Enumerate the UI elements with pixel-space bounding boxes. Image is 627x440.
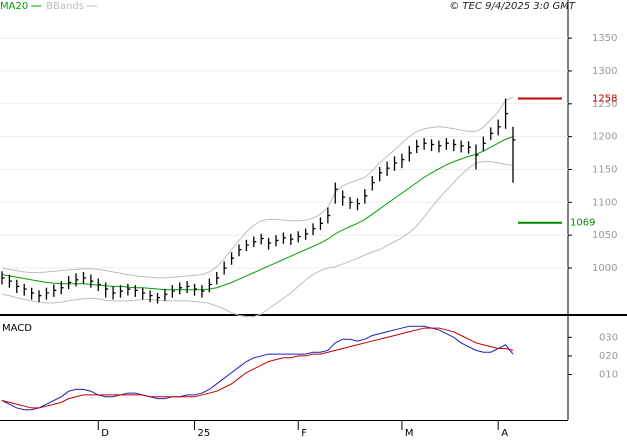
x-tick-label: 25: [198, 428, 211, 439]
y-tick-label: 1000: [592, 263, 617, 274]
level-label: 1069: [570, 218, 595, 229]
y-tick-label: 1200: [592, 132, 617, 143]
level-label: 1258: [592, 94, 617, 105]
source: © TEC 9/4/2025 3:0 GMT: [449, 1, 576, 12]
macd-line: [1, 325, 514, 411]
y-tick-label: 030: [599, 332, 618, 343]
y-tick-label: 1250: [592, 99, 617, 110]
y-tick-label: 1050: [592, 230, 617, 241]
y-tick-label: 020: [599, 351, 618, 362]
x-tick-label: D: [101, 428, 109, 439]
y-tick-label: 1100: [592, 197, 617, 208]
panel-title: MACD: [2, 323, 32, 334]
x-tick-label: M: [405, 428, 414, 439]
band-lower: [1, 161, 514, 318]
x-tick-label: A: [501, 428, 508, 439]
y-tick-label: 010: [599, 370, 618, 381]
macd-line: [1, 327, 514, 409]
y-tick-label: 1350: [592, 33, 617, 44]
y-tick-label: 1150: [592, 164, 617, 175]
legend-label: MA20: [0, 1, 28, 12]
y-tick-label: 1300: [592, 66, 617, 77]
x-tick-label: F: [301, 428, 307, 439]
legend-label: BBands: [46, 1, 84, 12]
band-upper: [1, 96, 514, 279]
ma-line: [1, 136, 514, 291]
